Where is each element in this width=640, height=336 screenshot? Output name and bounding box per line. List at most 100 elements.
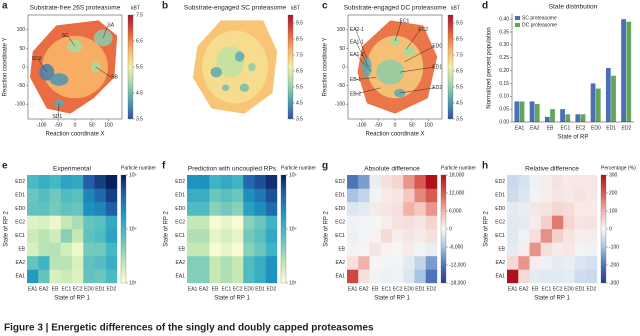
heatmap-cell xyxy=(198,175,210,189)
heatmap-cell xyxy=(574,202,586,216)
annotation-arrow xyxy=(355,77,377,80)
y-tick-label: 100 xyxy=(17,27,26,33)
energy-well xyxy=(221,84,230,91)
heatmap-cell xyxy=(425,269,438,284)
y-tick-label: ED2 xyxy=(495,179,505,185)
heatmap-cell xyxy=(403,202,415,216)
heatmap-cell xyxy=(403,215,415,230)
heatmap-cell xyxy=(232,229,244,243)
y-tick-label: ED0 xyxy=(175,206,185,212)
heatmap-cell xyxy=(105,242,118,257)
heatmap-cell xyxy=(220,269,233,284)
heatmap-cell xyxy=(552,202,564,216)
heatmap-cell xyxy=(369,242,381,257)
heatmap-cell xyxy=(27,256,39,270)
x-tick-label: 100 xyxy=(104,122,113,128)
x-axis-label: Reaction coordinate X xyxy=(45,132,104,138)
heatmap-cell xyxy=(198,242,210,257)
x-tick-label: EC2 xyxy=(233,286,243,292)
colorbar-tick-label: -200 xyxy=(609,262,619,268)
heatmap-cell xyxy=(507,175,519,189)
bar xyxy=(529,101,535,122)
y-tick-label: 0.25 xyxy=(499,55,509,61)
heatmap-cell xyxy=(585,269,598,284)
heatmap-cell xyxy=(38,242,50,257)
panel-letter: f xyxy=(162,161,166,172)
heatmap-cell xyxy=(254,242,266,257)
heatmap-cell xyxy=(232,202,244,216)
heatmap-cell xyxy=(232,269,244,284)
y-tick-label: ED2 xyxy=(175,179,185,185)
x-tick-label: ED0 xyxy=(244,286,254,292)
annotation: EA1-1 xyxy=(350,39,364,45)
heatmap-cell xyxy=(265,215,278,230)
panel-title: Prediction with uncoupled RPs xyxy=(188,166,277,173)
colorbar-tick-label: 10³ xyxy=(129,280,137,286)
y-axis-label: State of RP 2 xyxy=(4,211,10,247)
heatmap-cell xyxy=(518,175,530,189)
x-tick-label: EC2 xyxy=(393,286,403,292)
heatmap-cell xyxy=(347,188,359,203)
heatmap-cell xyxy=(60,202,73,216)
panel-letter: a xyxy=(2,1,8,12)
axes xyxy=(511,14,634,123)
heatmap-cell xyxy=(49,269,61,284)
y-tick-label: 0 xyxy=(22,64,25,70)
heatmap-cell xyxy=(380,269,393,284)
heatmap-cell xyxy=(425,202,438,216)
x-tick-label: EC1 xyxy=(542,286,552,292)
heatmap-cell xyxy=(585,202,598,216)
bar xyxy=(575,114,581,122)
heatmap-cell xyxy=(563,242,575,257)
heatmap-cell xyxy=(254,269,266,284)
panel-title: Relative difference xyxy=(525,166,579,173)
colorbar-tick-label: 10⁴ xyxy=(289,226,297,232)
y-tick-label: -100 xyxy=(15,101,25,107)
colorbar xyxy=(600,174,607,284)
x-tick-label: EA1 xyxy=(188,286,198,292)
y-tick-label: EA2 xyxy=(496,260,506,266)
heatmap-cell xyxy=(187,229,199,243)
annotation: EB-1 xyxy=(350,77,361,83)
heatmap-cell xyxy=(243,175,255,189)
panel-letter: d xyxy=(482,1,488,12)
heatmap-cell xyxy=(518,215,530,230)
x-tick-label: EC2 xyxy=(73,286,83,292)
heatmap-cell xyxy=(563,175,575,189)
annotation-arrow xyxy=(355,54,372,73)
colorbar xyxy=(287,14,294,120)
x-tick-label: EB xyxy=(212,286,219,292)
heatmap-cell xyxy=(265,242,278,257)
colorbar-tick-label: 100 xyxy=(609,208,618,214)
heatmap-cell xyxy=(358,202,370,216)
annotation-arrow xyxy=(67,35,76,47)
heatmap-cell xyxy=(425,188,438,203)
heatmap-cell xyxy=(27,175,39,189)
heatmap-cell xyxy=(27,215,39,230)
heatmap-cell xyxy=(209,202,221,216)
x-tick-label: ED1 xyxy=(255,286,265,292)
heatmap-cell xyxy=(198,215,210,230)
panel-letter: g xyxy=(322,161,328,172)
heatmap-cell xyxy=(49,188,61,203)
heatmap-cell xyxy=(72,242,84,257)
colorbar-tick-label: 6,000 xyxy=(449,208,462,214)
bar xyxy=(514,101,520,122)
colorbar-tick-label: 9.5 xyxy=(456,20,463,26)
x-axis-label: State of RP 1 xyxy=(534,296,570,302)
heatmap-cell xyxy=(72,202,84,216)
heatmap-cell xyxy=(540,256,553,270)
y-tick-label: ED1 xyxy=(335,193,345,199)
annotation-arrow xyxy=(355,87,381,95)
heatmap-cell xyxy=(243,269,255,284)
heatmap-cell xyxy=(347,175,359,189)
annotation-arrow xyxy=(394,21,402,42)
y-tick-label: EA1 xyxy=(496,274,506,280)
panel-letter: b xyxy=(162,1,168,12)
y-tick-label: EB xyxy=(338,247,345,253)
heatmap-cell xyxy=(392,256,404,270)
heatmap-cell xyxy=(529,229,541,243)
heatmap-cell xyxy=(425,175,438,189)
heatmap-cell xyxy=(38,269,50,284)
heatmap-cell xyxy=(49,229,61,243)
